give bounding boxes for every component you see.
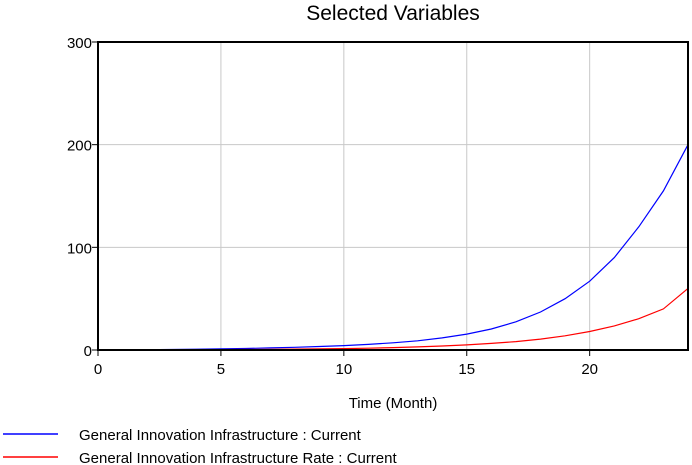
legend-label-1: General Innovation Infrastructure : Curr… — [79, 427, 362, 444]
y-axis-ticks: 0 100 200 300 — [67, 35, 98, 360]
x-axis-label: Time (Month) — [349, 395, 438, 412]
chart-title: Selected Variables — [306, 2, 480, 25]
x-tick-label: 0 — [94, 361, 102, 378]
legend-label-2: General Innovation Infrastructure Rate :… — [79, 450, 397, 465]
legend: General Innovation Infrastructure : Curr… — [3, 427, 397, 465]
y-tick-label: 0 — [84, 343, 92, 360]
x-tick-label: 5 — [217, 361, 225, 378]
x-tick-label: 15 — [458, 361, 475, 378]
grid — [98, 42, 688, 350]
y-tick-label: 300 — [67, 35, 92, 52]
y-tick-label: 200 — [67, 138, 92, 155]
x-tick-label: 20 — [581, 361, 598, 378]
x-tick-label: 10 — [335, 361, 352, 378]
x-axis-ticks: 0 5 10 15 20 — [94, 350, 598, 378]
y-tick-label: 100 — [67, 240, 92, 257]
series-line-2 — [98, 287, 689, 351]
plot-frame — [97, 41, 689, 351]
